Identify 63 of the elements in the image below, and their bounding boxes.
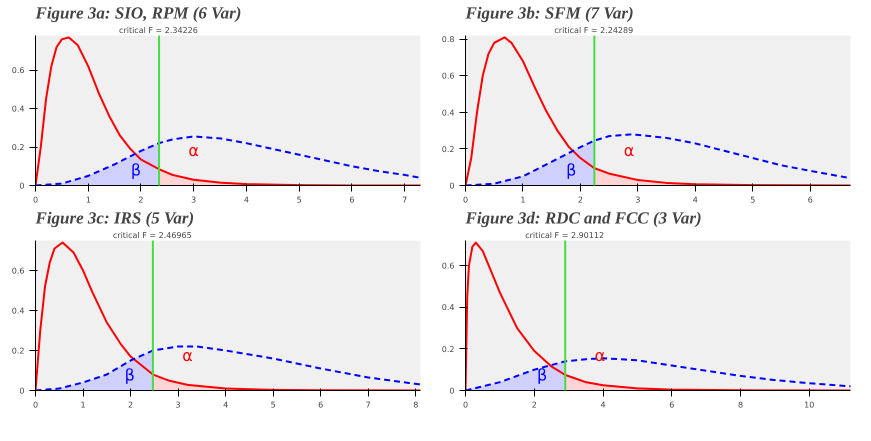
x-tick-label: 6 [349, 196, 354, 204]
x-tick-label: 3 [191, 196, 196, 204]
y-tick-label: 0.2 [12, 143, 25, 152]
annotation: α [624, 141, 634, 160]
x-tick-label: 3 [176, 400, 181, 410]
chart-title: Figure 3a: SIO, RPM (6 Var) [34, 4, 242, 22]
y-tick-label: 0.4 [442, 108, 455, 118]
y-tick-label: 0.6 [442, 262, 455, 270]
x-tick-label: 4 [692, 196, 698, 204]
x-tick-label: 1 [520, 196, 526, 204]
x-tick-label: 6 [318, 400, 324, 410]
annotation: β [124, 366, 135, 384]
x-tick-label: 1 [86, 196, 91, 204]
y-tick-label: 0.4 [12, 306, 25, 316]
y-tick-label: 0.6 [442, 72, 455, 81]
y-tick-label: 0 [449, 182, 455, 190]
ref-line-label: critical F = 2.46965 [112, 231, 192, 240]
annotation: α [188, 141, 199, 160]
x-tick-label: 3 [635, 196, 640, 204]
x-tick-label: 5 [296, 196, 302, 204]
x-tick-label: 0 [462, 400, 468, 410]
annotation: α [594, 346, 606, 365]
x-tick-label: 8 [738, 400, 744, 410]
annotation: α [182, 346, 193, 365]
x-tick-label: 2 [532, 400, 537, 410]
chart-title: Figure 3c: IRS (5 Var) [34, 208, 194, 228]
x-tick-label: 5 [270, 400, 276, 410]
ref-line-label: critical F = 2.24289 [554, 26, 634, 35]
annotation: β [537, 366, 548, 384]
annotation: β [566, 160, 576, 180]
y-tick-label: 0.2 [12, 346, 25, 356]
y-tick-label: 0.6 [12, 266, 25, 276]
y-tick-label: 0.4 [442, 303, 455, 312]
y-tick-label: 0.8 [442, 35, 455, 44]
chart-title: Figure 3b: SFM (7 Var) [464, 4, 634, 22]
annotation: β [130, 160, 142, 180]
y-tick-label: 0.2 [442, 144, 455, 154]
x-tick-label: 7 [402, 196, 408, 204]
x-tick-label: 0 [32, 196, 38, 204]
y-tick-label: 0 [19, 182, 25, 190]
x-tick-label: 1 [80, 400, 86, 410]
y-tick-label: 0.2 [442, 344, 455, 354]
x-tick-label: 2 [128, 400, 134, 410]
ref-line-label: critical F = 2.90112 [525, 231, 604, 240]
x-tick-label: 4 [244, 196, 250, 204]
x-tick-label: 2 [138, 196, 144, 204]
x-tick-label: 10 [804, 400, 814, 410]
y-tick-label: 0 [449, 386, 455, 396]
x-tick-label: 4 [223, 400, 228, 410]
x-tick-label: 8 [413, 400, 418, 410]
x-tick-label: 6 [669, 400, 674, 410]
y-tick-label: 0.6 [12, 66, 25, 76]
chart-title: Figure 3d: RDC and FCC (3 Var) [464, 208, 702, 228]
y-tick-label: 0.4 [12, 104, 25, 114]
x-tick-label: 0 [462, 196, 468, 204]
x-tick-label: 7 [366, 400, 371, 410]
x-tick-label: 0 [32, 400, 38, 410]
x-tick-label: 4 [600, 400, 606, 410]
ref-line-label: critical F = 2.34226 [119, 26, 198, 35]
x-tick-label: 6 [808, 196, 813, 204]
y-tick-label: 0 [19, 386, 25, 396]
x-tick-label: 5 [750, 196, 756, 204]
x-tick-label: 2 [578, 196, 583, 204]
